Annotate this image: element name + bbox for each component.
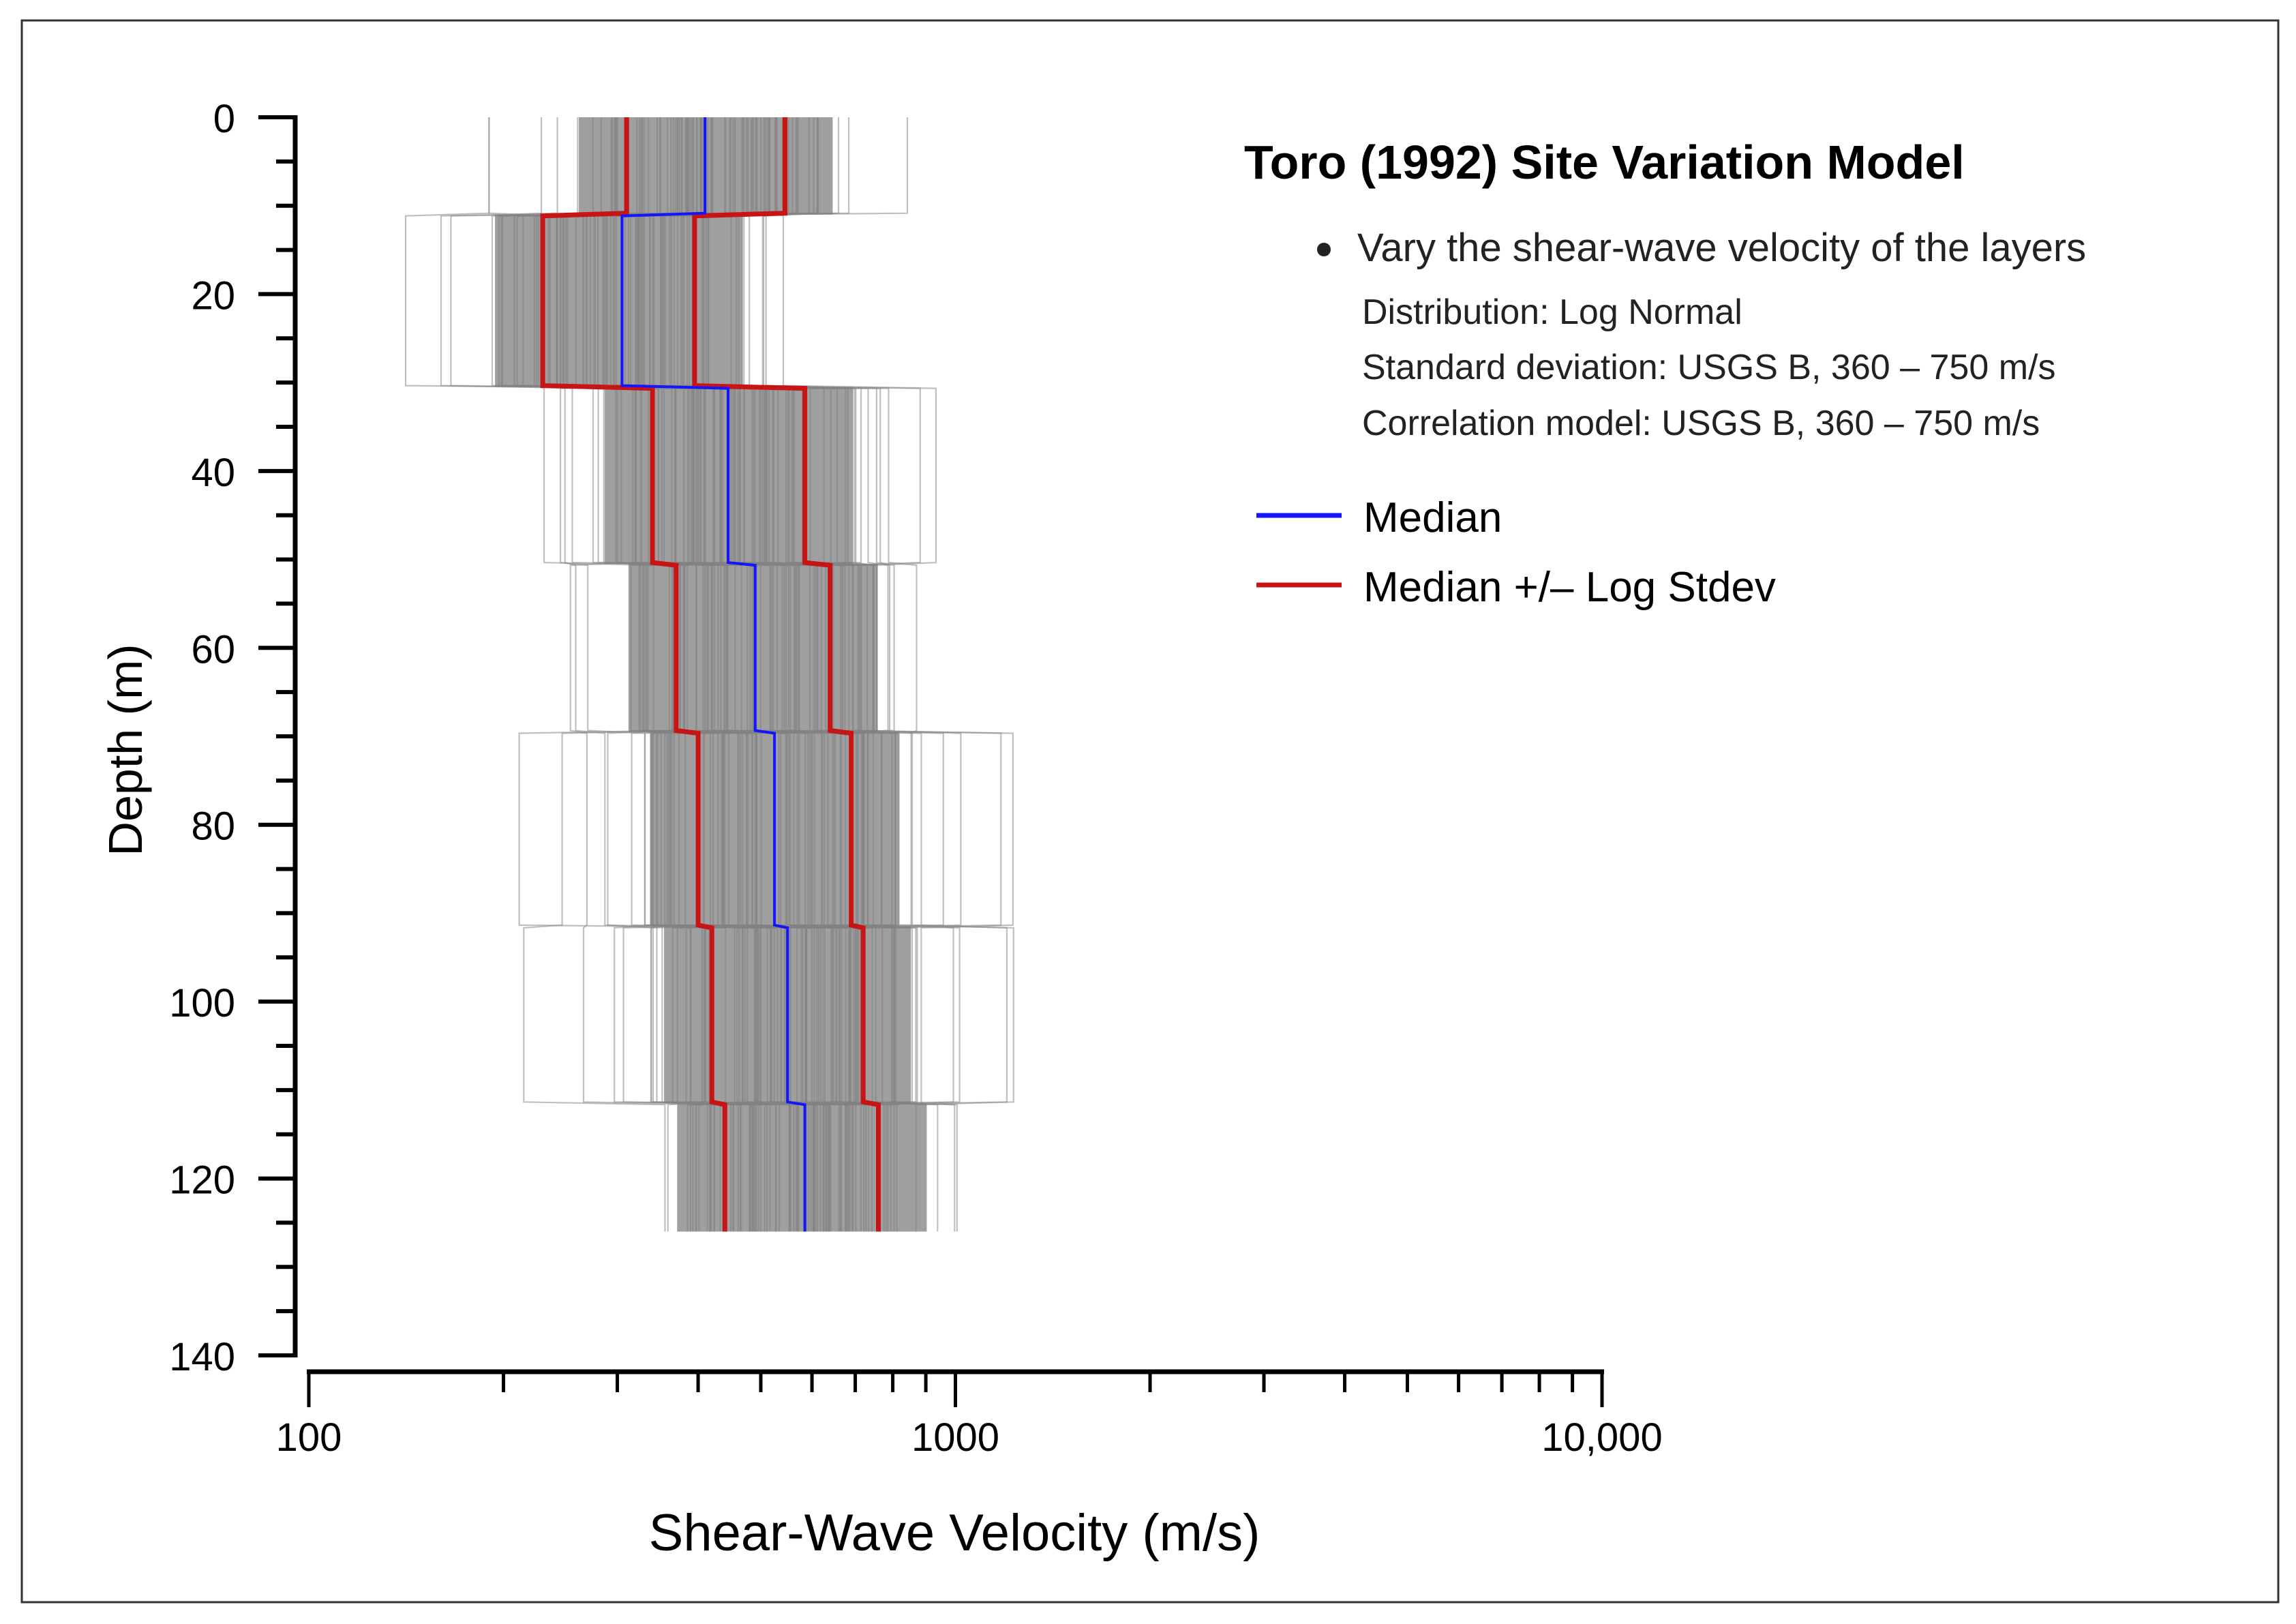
detail-correlation-model: Correlation model: USGS B, 360 – 750 m/s [1362,404,2040,443]
x-tick-label: 1000 [911,1415,999,1460]
detail-standard-deviation: Standard deviation: USGS B, 360 – 750 m/… [1362,348,2055,387]
x-axis-label: Shear-Wave Velocity (m/s) [649,1504,1260,1562]
realization-density-band [495,214,742,387]
y-tick-label: 100 [169,981,235,1025]
y-tick-label: 80 [191,805,235,849]
y-tick-label: 120 [169,1158,235,1203]
legend-label-median: Median [1363,494,1502,541]
median-curves-group [540,117,881,1232]
median-minus-stdev-line [540,117,727,1232]
x-tick-label: 100 [276,1415,342,1460]
y-tick-label: 0 [213,97,235,141]
y-tick-label: 20 [191,273,235,318]
detail-distribution: Distribution: Log Normal [1362,292,1742,332]
median-plus-stdev-line [692,117,881,1232]
legend: Median Median +/– Log Stdev [1256,494,1776,611]
y-tick-label: 60 [191,627,235,672]
legend-label-median-stdev: Median +/– Log Stdev [1363,564,1776,611]
x-tick-label: 10,000 [1541,1415,1662,1460]
y-axis-ticks: 0 20 40 60 80 100 120 140 [169,97,295,1379]
y-tick-label: 40 [191,451,235,495]
chart-title: Toro (1992) Site Variation Model [1244,136,1965,189]
axes-group: 0 20 40 60 80 100 120 140 100 1000 10,000 [169,97,1662,1460]
bullet-icon [1317,243,1331,256]
figure-border [20,19,2280,1604]
bullet-text: Vary the shear-wave velocity of the laye… [1357,226,2086,270]
median-line [620,117,806,1232]
realization-density-band [628,564,878,732]
x-axis-ticks: 100 1000 10,000 [276,1372,1663,1460]
realization-density-band [677,1103,926,1232]
realizations-group [405,117,1014,1232]
y-tick-label: 140 [169,1335,235,1379]
y-axis-label: Depth (m) [99,644,152,856]
